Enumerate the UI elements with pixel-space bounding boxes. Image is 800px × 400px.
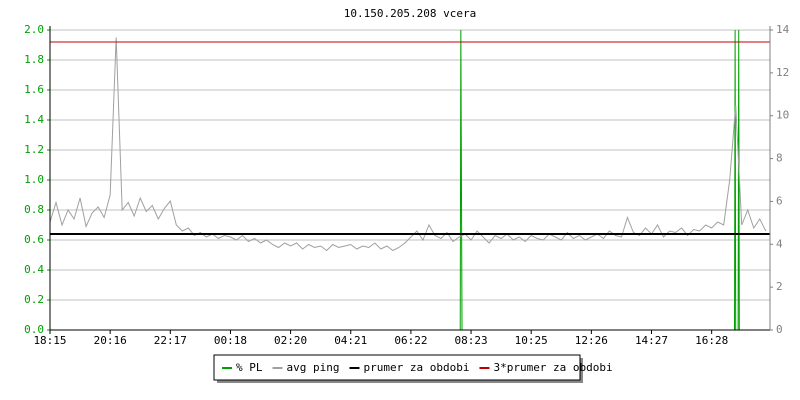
legend-label: prumer za obdobi (363, 361, 469, 374)
y-tick-label: 0.8 (24, 203, 44, 216)
y-tick-label: 0.4 (24, 263, 44, 276)
x-tick-label: 06:22 (394, 334, 427, 347)
y2-tick-label: 12 (776, 66, 789, 79)
x-tick-label: 22:17 (154, 334, 187, 347)
chart-title: 10.150.205.208 vcera (344, 7, 476, 20)
x-tick-label: 04:21 (334, 334, 367, 347)
y-tick-label: 1.6 (24, 83, 44, 96)
legend-label: 3*prumer za obdobi (493, 361, 612, 374)
series-line (49, 37, 767, 252)
x-tick-label: 16:28 (695, 334, 728, 347)
y2-tick-label: 14 (776, 23, 790, 36)
y-tick-label: 0.2 (24, 293, 44, 306)
y2-tick-label: 8 (776, 152, 783, 165)
y2-tick-label: 10 (776, 109, 789, 122)
y2-tick-label: 6 (776, 194, 783, 207)
x-tick-label: 18:15 (33, 334, 66, 347)
x-tick-label: 14:27 (635, 334, 668, 347)
x-tick-label: 10:25 (515, 334, 548, 347)
y-tick-label: 0.0 (24, 323, 44, 336)
x-tick-label: 12:26 (575, 334, 608, 347)
x-tick-label: 02:20 (274, 334, 307, 347)
y2-tick-label: 0 (776, 323, 783, 336)
series-line (50, 29, 770, 331)
x-tick-label: 00:18 (214, 334, 247, 347)
y-tick-label: 1.0 (24, 173, 44, 186)
y-tick-label: 1.2 (24, 143, 44, 156)
y-tick-label: 0.6 (24, 233, 44, 246)
y2-tick-label: 4 (776, 237, 783, 250)
y-tick-label: 2.0 (24, 23, 44, 36)
x-tick-label: 08:23 (454, 334, 487, 347)
y-tick-label: 1.8 (24, 53, 44, 66)
y2-tick-label: 2 (776, 280, 783, 293)
legend-label: avg ping (287, 361, 340, 374)
legend-label: % PL (236, 361, 263, 374)
y-tick-label: 1.4 (24, 113, 44, 126)
x-tick-label: 20:16 (94, 334, 127, 347)
